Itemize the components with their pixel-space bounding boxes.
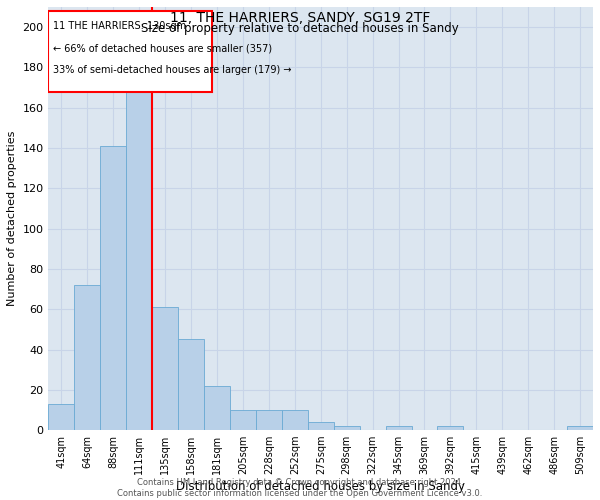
Bar <box>334 426 359 430</box>
Text: 33% of semi-detached houses are larger (179) →: 33% of semi-detached houses are larger (… <box>53 66 292 76</box>
Bar <box>74 285 100 430</box>
Bar <box>230 410 256 430</box>
Bar <box>437 426 463 430</box>
Text: Contains HM Land Registry data © Crown copyright and database right 2024.
Contai: Contains HM Land Registry data © Crown c… <box>118 478 482 498</box>
Text: ← 66% of detached houses are smaller (357): ← 66% of detached houses are smaller (35… <box>53 43 272 53</box>
Bar <box>282 410 308 430</box>
Bar <box>178 340 204 430</box>
Y-axis label: Number of detached properties: Number of detached properties <box>7 131 17 306</box>
FancyBboxPatch shape <box>49 11 212 92</box>
Text: 11, THE HARRIERS, SANDY, SG19 2TF: 11, THE HARRIERS, SANDY, SG19 2TF <box>170 11 430 25</box>
Bar <box>308 422 334 430</box>
Bar <box>126 92 152 430</box>
Bar <box>386 426 412 430</box>
Text: 11 THE HARRIERS: 130sqm: 11 THE HARRIERS: 130sqm <box>53 21 186 31</box>
Bar <box>152 307 178 430</box>
Bar <box>567 426 593 430</box>
Text: Size of property relative to detached houses in Sandy: Size of property relative to detached ho… <box>141 22 459 35</box>
Bar <box>49 404 74 430</box>
Bar <box>256 410 282 430</box>
Bar <box>204 386 230 430</box>
X-axis label: Distribution of detached houses by size in Sandy: Distribution of detached houses by size … <box>176 480 465 493</box>
Bar <box>100 146 126 430</box>
